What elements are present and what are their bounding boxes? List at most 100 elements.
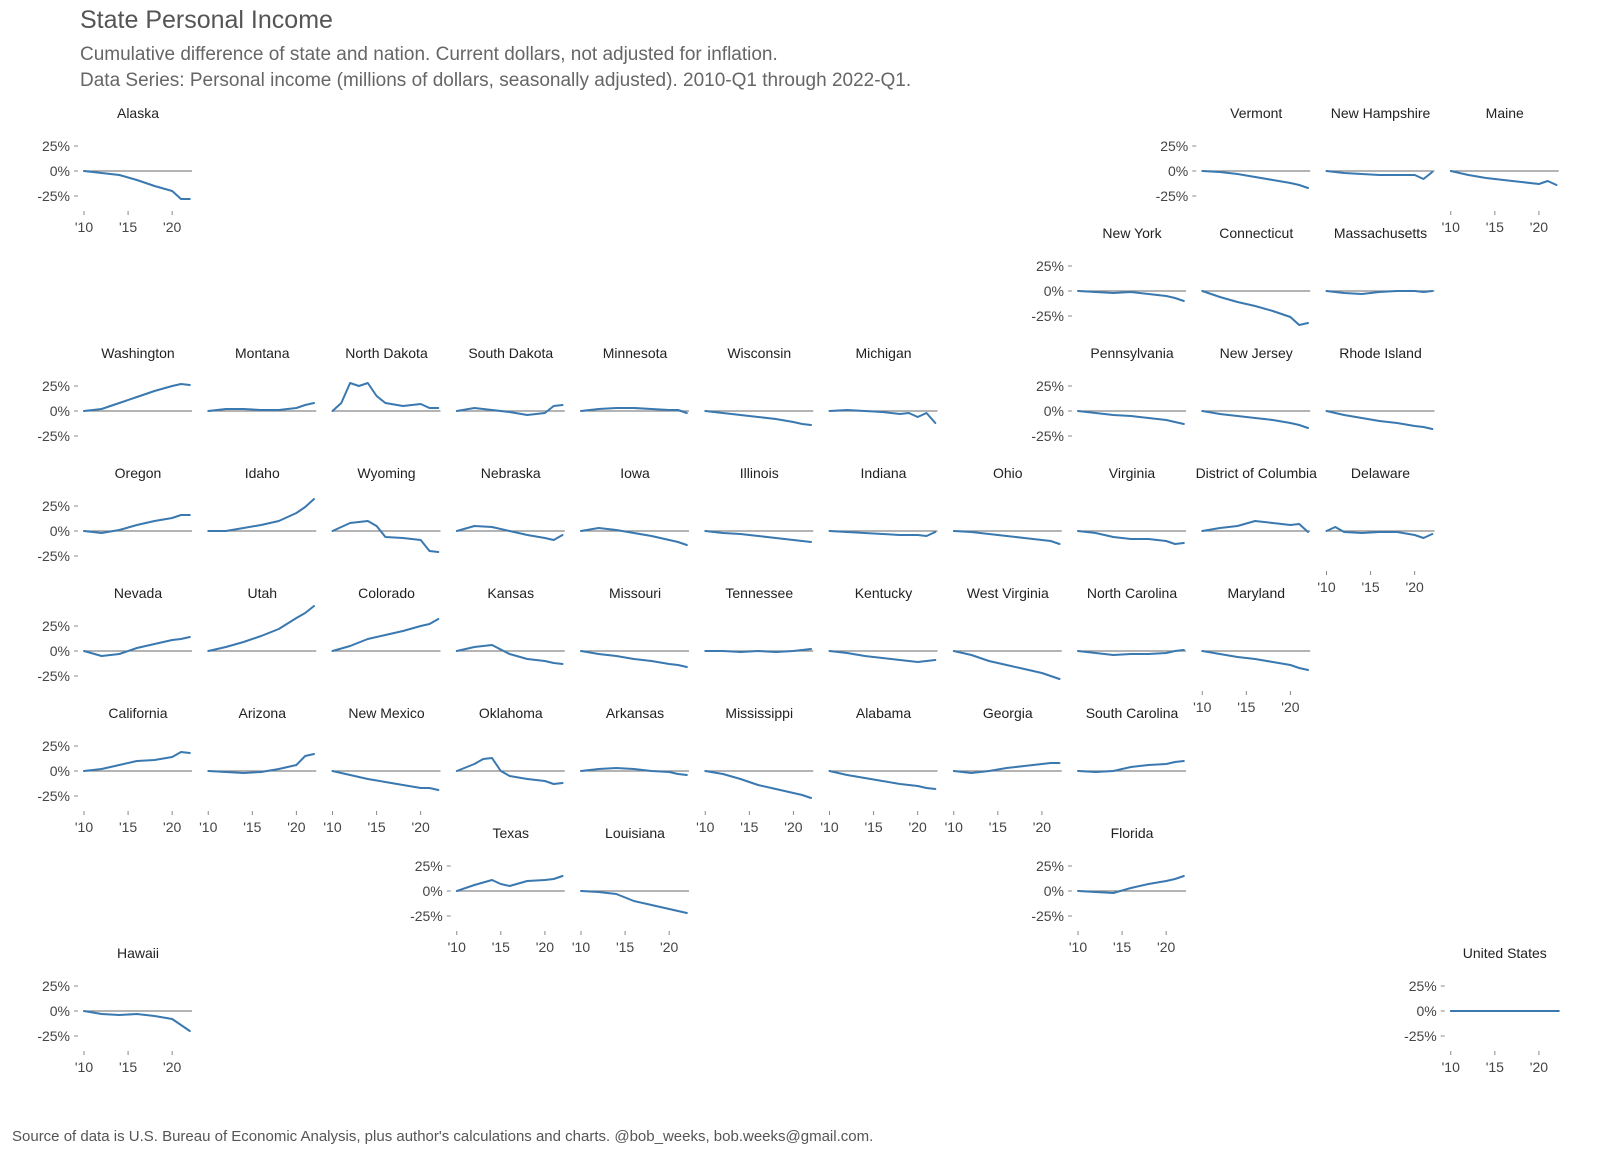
y-tick-label-texas-0: 25% (415, 858, 443, 874)
facet-title-alaska: Alaska (117, 105, 159, 121)
y-tick-label-new-york-1: 0% (1044, 283, 1064, 299)
y-tick-label-oregon-2: -25% (37, 548, 70, 564)
y-tick-label-new-york-2: -25% (1031, 308, 1064, 324)
series-line-washington (83, 383, 191, 412)
x-tick-label-alaska-2: '20 (163, 219, 181, 235)
series-line-indiana (828, 530, 937, 537)
series-line-tennessee (704, 648, 812, 653)
facet-title-michigan: Michigan (855, 345, 911, 361)
series-line-colorado (331, 618, 440, 652)
y-tick-label-california-2: -25% (37, 788, 70, 804)
series-line-alaska (83, 170, 191, 200)
y-tick-label-california-1: 0% (50, 763, 70, 779)
facet-title-minnesota: Minnesota (603, 345, 668, 361)
x-tick-label-delaware-0: '10 (1317, 579, 1335, 595)
x-tick-label-texas-2: '20 (536, 939, 554, 955)
series-line-connecticut (1201, 290, 1309, 326)
series-line-arizona (207, 753, 315, 774)
facet-title-new-york: New York (1102, 225, 1162, 241)
series-line-georgia (952, 762, 1061, 774)
y-tick-label-alaska-2: -25% (37, 188, 70, 204)
x-tick-label-united-states-0: '10 (1442, 1059, 1460, 1075)
facet-title-new-jersey: New Jersey (1220, 345, 1293, 361)
series-line-delaware (1325, 526, 1434, 539)
chart-title: State Personal Income (80, 6, 333, 34)
series-line-illinois (704, 530, 812, 543)
x-tick-label-delaware-1: '15 (1361, 579, 1379, 595)
y-tick-label-united-states-2: -25% (1404, 1028, 1437, 1044)
series-line-new-mexico (331, 770, 440, 791)
series-line-nebraska (455, 525, 564, 541)
series-line-kentucky (828, 650, 937, 663)
facet-title-north-carolina: North Carolina (1087, 585, 1177, 601)
series-line-florida (1077, 875, 1185, 894)
y-tick-label-alaska-1: 0% (50, 163, 70, 179)
x-tick-label-maryland-0: '10 (1193, 699, 1211, 715)
y-tick-label-hawaii-0: 25% (42, 978, 70, 994)
facet-title-united-states: United States (1463, 945, 1547, 961)
y-tick-label-florida-2: -25% (1031, 908, 1064, 924)
x-tick-label-maine-0: '10 (1442, 219, 1460, 235)
facet-title-hawaii: Hawaii (117, 945, 159, 961)
y-tick-label-washington-1: 0% (50, 403, 70, 419)
chart-subtitle-line-2: Data Series: Personal income (millions o… (80, 70, 912, 91)
facet-title-colorado: Colorado (358, 585, 415, 601)
facet-title-new-hampshire: New Hampshire (1331, 105, 1431, 121)
x-tick-label-mississippi-1: '15 (740, 819, 758, 835)
series-line-oregon (83, 514, 191, 534)
facet-title-tennessee: Tennessee (725, 585, 793, 601)
series-line-hawaii (83, 1010, 191, 1032)
y-tick-label-vermont-0: 25% (1160, 138, 1188, 154)
facet-title-ohio: Ohio (993, 465, 1023, 481)
facet-title-idaho: Idaho (245, 465, 280, 481)
facet-title-illinois: Illinois (740, 465, 779, 481)
facet-title-wisconsin: Wisconsin (727, 345, 791, 361)
series-line-district-of-columbia (1201, 520, 1309, 533)
facet-title-west-virginia: West Virginia (967, 585, 1049, 601)
x-tick-label-louisiana-2: '20 (660, 939, 678, 955)
series-line-missouri (580, 650, 688, 668)
series-line-west-virginia (952, 650, 1061, 680)
x-tick-label-maine-1: '15 (1486, 219, 1504, 235)
x-tick-label-georgia-0: '10 (945, 819, 963, 835)
y-tick-label-nevada-0: 25% (42, 618, 70, 634)
series-line-idaho (207, 498, 315, 532)
series-line-iowa (580, 527, 688, 546)
x-tick-label-louisiana-0: '10 (572, 939, 590, 955)
y-tick-label-california-0: 25% (42, 738, 70, 754)
x-tick-label-mississippi-2: '20 (784, 819, 802, 835)
series-line-pennsylvania (1077, 410, 1185, 425)
facet-title-texas: Texas (492, 825, 529, 841)
facet-title-iowa: Iowa (620, 465, 650, 481)
y-tick-label-vermont-2: -25% (1156, 188, 1189, 204)
x-tick-label-texas-1: '15 (492, 939, 510, 955)
facet-title-arizona: Arizona (239, 705, 287, 721)
facet-title-indiana: Indiana (861, 465, 907, 481)
facet-title-vermont: Vermont (1230, 105, 1282, 121)
facet-title-nevada: Nevada (114, 585, 162, 601)
y-tick-label-new-york-0: 25% (1036, 258, 1064, 274)
y-tick-label-nevada-1: 0% (50, 643, 70, 659)
facet-title-montana: Montana (235, 345, 290, 361)
facet-title-south-dakota: South Dakota (468, 345, 553, 361)
y-tick-label-washington-0: 25% (42, 378, 70, 394)
x-tick-label-maryland-1: '15 (1237, 699, 1255, 715)
facet-title-kansas: Kansas (487, 585, 534, 601)
facet-title-new-mexico: New Mexico (348, 705, 424, 721)
x-tick-label-new-mexico-1: '15 (367, 819, 385, 835)
y-tick-label-florida-1: 0% (1044, 883, 1064, 899)
x-tick-label-mississippi-0: '10 (696, 819, 714, 835)
series-line-ohio (952, 530, 1061, 545)
facet-title-kentucky: Kentucky (855, 585, 913, 601)
series-line-alabama (828, 770, 937, 790)
x-tick-label-maine-2: '20 (1530, 219, 1548, 235)
x-tick-label-alabama-2: '20 (909, 819, 927, 835)
x-tick-label-arizona-2: '20 (287, 819, 305, 835)
x-tick-label-california-0: '10 (75, 819, 93, 835)
x-tick-label-alaska-0: '10 (75, 219, 93, 235)
series-line-wisconsin (704, 410, 812, 426)
x-tick-label-alaska-1: '15 (119, 219, 137, 235)
series-line-utah (207, 605, 315, 652)
y-tick-label-nevada-2: -25% (37, 668, 70, 684)
